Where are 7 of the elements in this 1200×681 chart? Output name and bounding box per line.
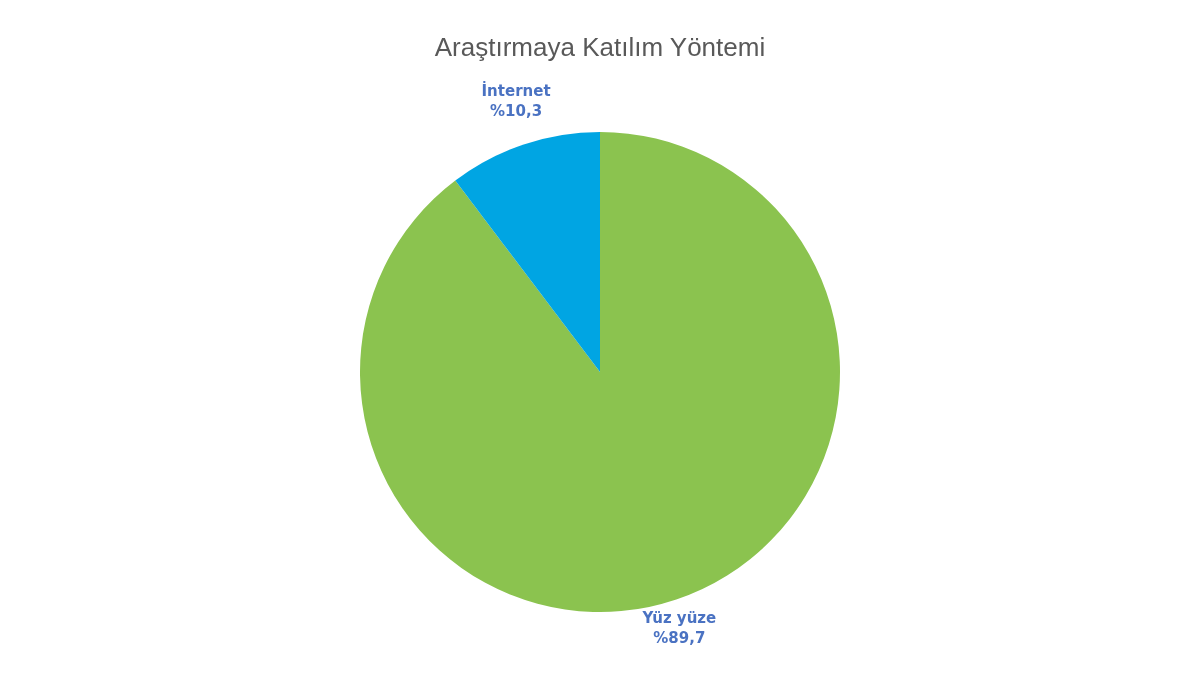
pie-slice — [455, 132, 600, 372]
pie-slice — [360, 132, 840, 612]
data-label: %10,3 — [490, 101, 543, 120]
slice-label: Yüz yüze — [641, 608, 717, 627]
chart-title: Araştırmaya Katılım Yöntemi — [434, 32, 766, 62]
data-label: %89,7 — [653, 628, 706, 647]
slice-label: İnternet — [481, 80, 551, 100]
